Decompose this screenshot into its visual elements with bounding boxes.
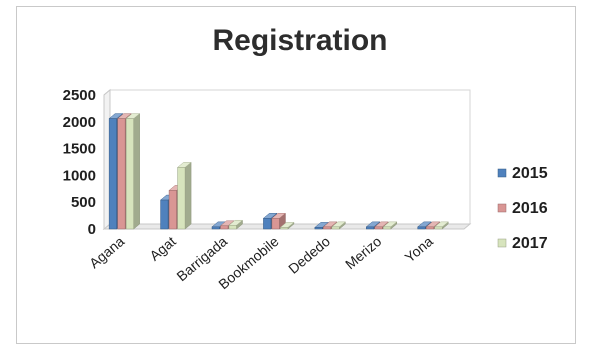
bar-front <box>425 226 434 230</box>
bar-front <box>280 227 289 230</box>
y-tick-label: 2500 <box>63 87 96 104</box>
bar-front <box>331 226 340 230</box>
bar-2017-Agana <box>125 113 141 230</box>
plot-side-wall <box>103 88 111 231</box>
bar-front <box>434 226 443 230</box>
bar-front <box>125 118 134 230</box>
legend-label: 2016 <box>512 200 548 217</box>
legend-swatch <box>497 238 507 248</box>
bar-front <box>168 190 177 230</box>
axes <box>102 88 472 231</box>
legend-label: 2017 <box>512 235 548 252</box>
bar-front <box>366 226 375 230</box>
bars <box>108 113 449 230</box>
bar-2017-Barrigada <box>228 219 244 230</box>
bar-2017-Agat <box>176 161 192 230</box>
legend-swatch <box>497 168 507 178</box>
bar-front <box>177 167 186 230</box>
bar-2017-Yona <box>434 221 449 230</box>
x-tick-label: Yona <box>402 233 437 266</box>
bar-2017-Merizo <box>382 221 398 230</box>
bar-front <box>108 118 117 230</box>
legend-item-2016: 2016 <box>497 200 548 217</box>
x-tick-label: Agat <box>146 233 178 264</box>
legend-label: 2015 <box>512 165 548 182</box>
y-tick-label: 1500 <box>63 141 96 158</box>
x-tick-label: Agana <box>86 233 127 271</box>
y-tick-label: 500 <box>71 194 96 211</box>
y-tick-label: 2000 <box>63 114 96 131</box>
bar-front <box>228 224 237 230</box>
bar-front <box>374 226 383 230</box>
y-axis-ticks: 0 500 1000 1500 2000 2500 <box>63 87 96 238</box>
chart-title: Registration <box>212 24 387 57</box>
bar-front <box>417 226 426 230</box>
bar-front <box>160 199 169 230</box>
bar-front <box>117 118 126 230</box>
bar-front <box>263 218 272 230</box>
bar-front <box>220 225 229 230</box>
bar-front <box>271 218 280 230</box>
x-tick-label: Dededo <box>285 233 333 277</box>
bar-2017-Bookmobile <box>279 221 295 230</box>
bar-2017-Dededo <box>331 221 347 230</box>
bar-front <box>323 226 332 230</box>
y-tick-label: 1000 <box>63 167 96 184</box>
bar-front <box>211 226 220 230</box>
bar-side <box>184 161 192 230</box>
legend: 2015 2016 2017 <box>497 165 548 252</box>
legend-item-2015: 2015 <box>497 165 548 182</box>
y-tick-label: 0 <box>88 221 96 238</box>
bar-front <box>314 227 323 230</box>
x-tick-label: Merizo <box>342 233 385 272</box>
bar-side <box>133 113 140 230</box>
legend-item-2017: 2017 <box>497 235 548 252</box>
bar-front <box>383 226 392 230</box>
legend-swatch <box>497 203 507 213</box>
